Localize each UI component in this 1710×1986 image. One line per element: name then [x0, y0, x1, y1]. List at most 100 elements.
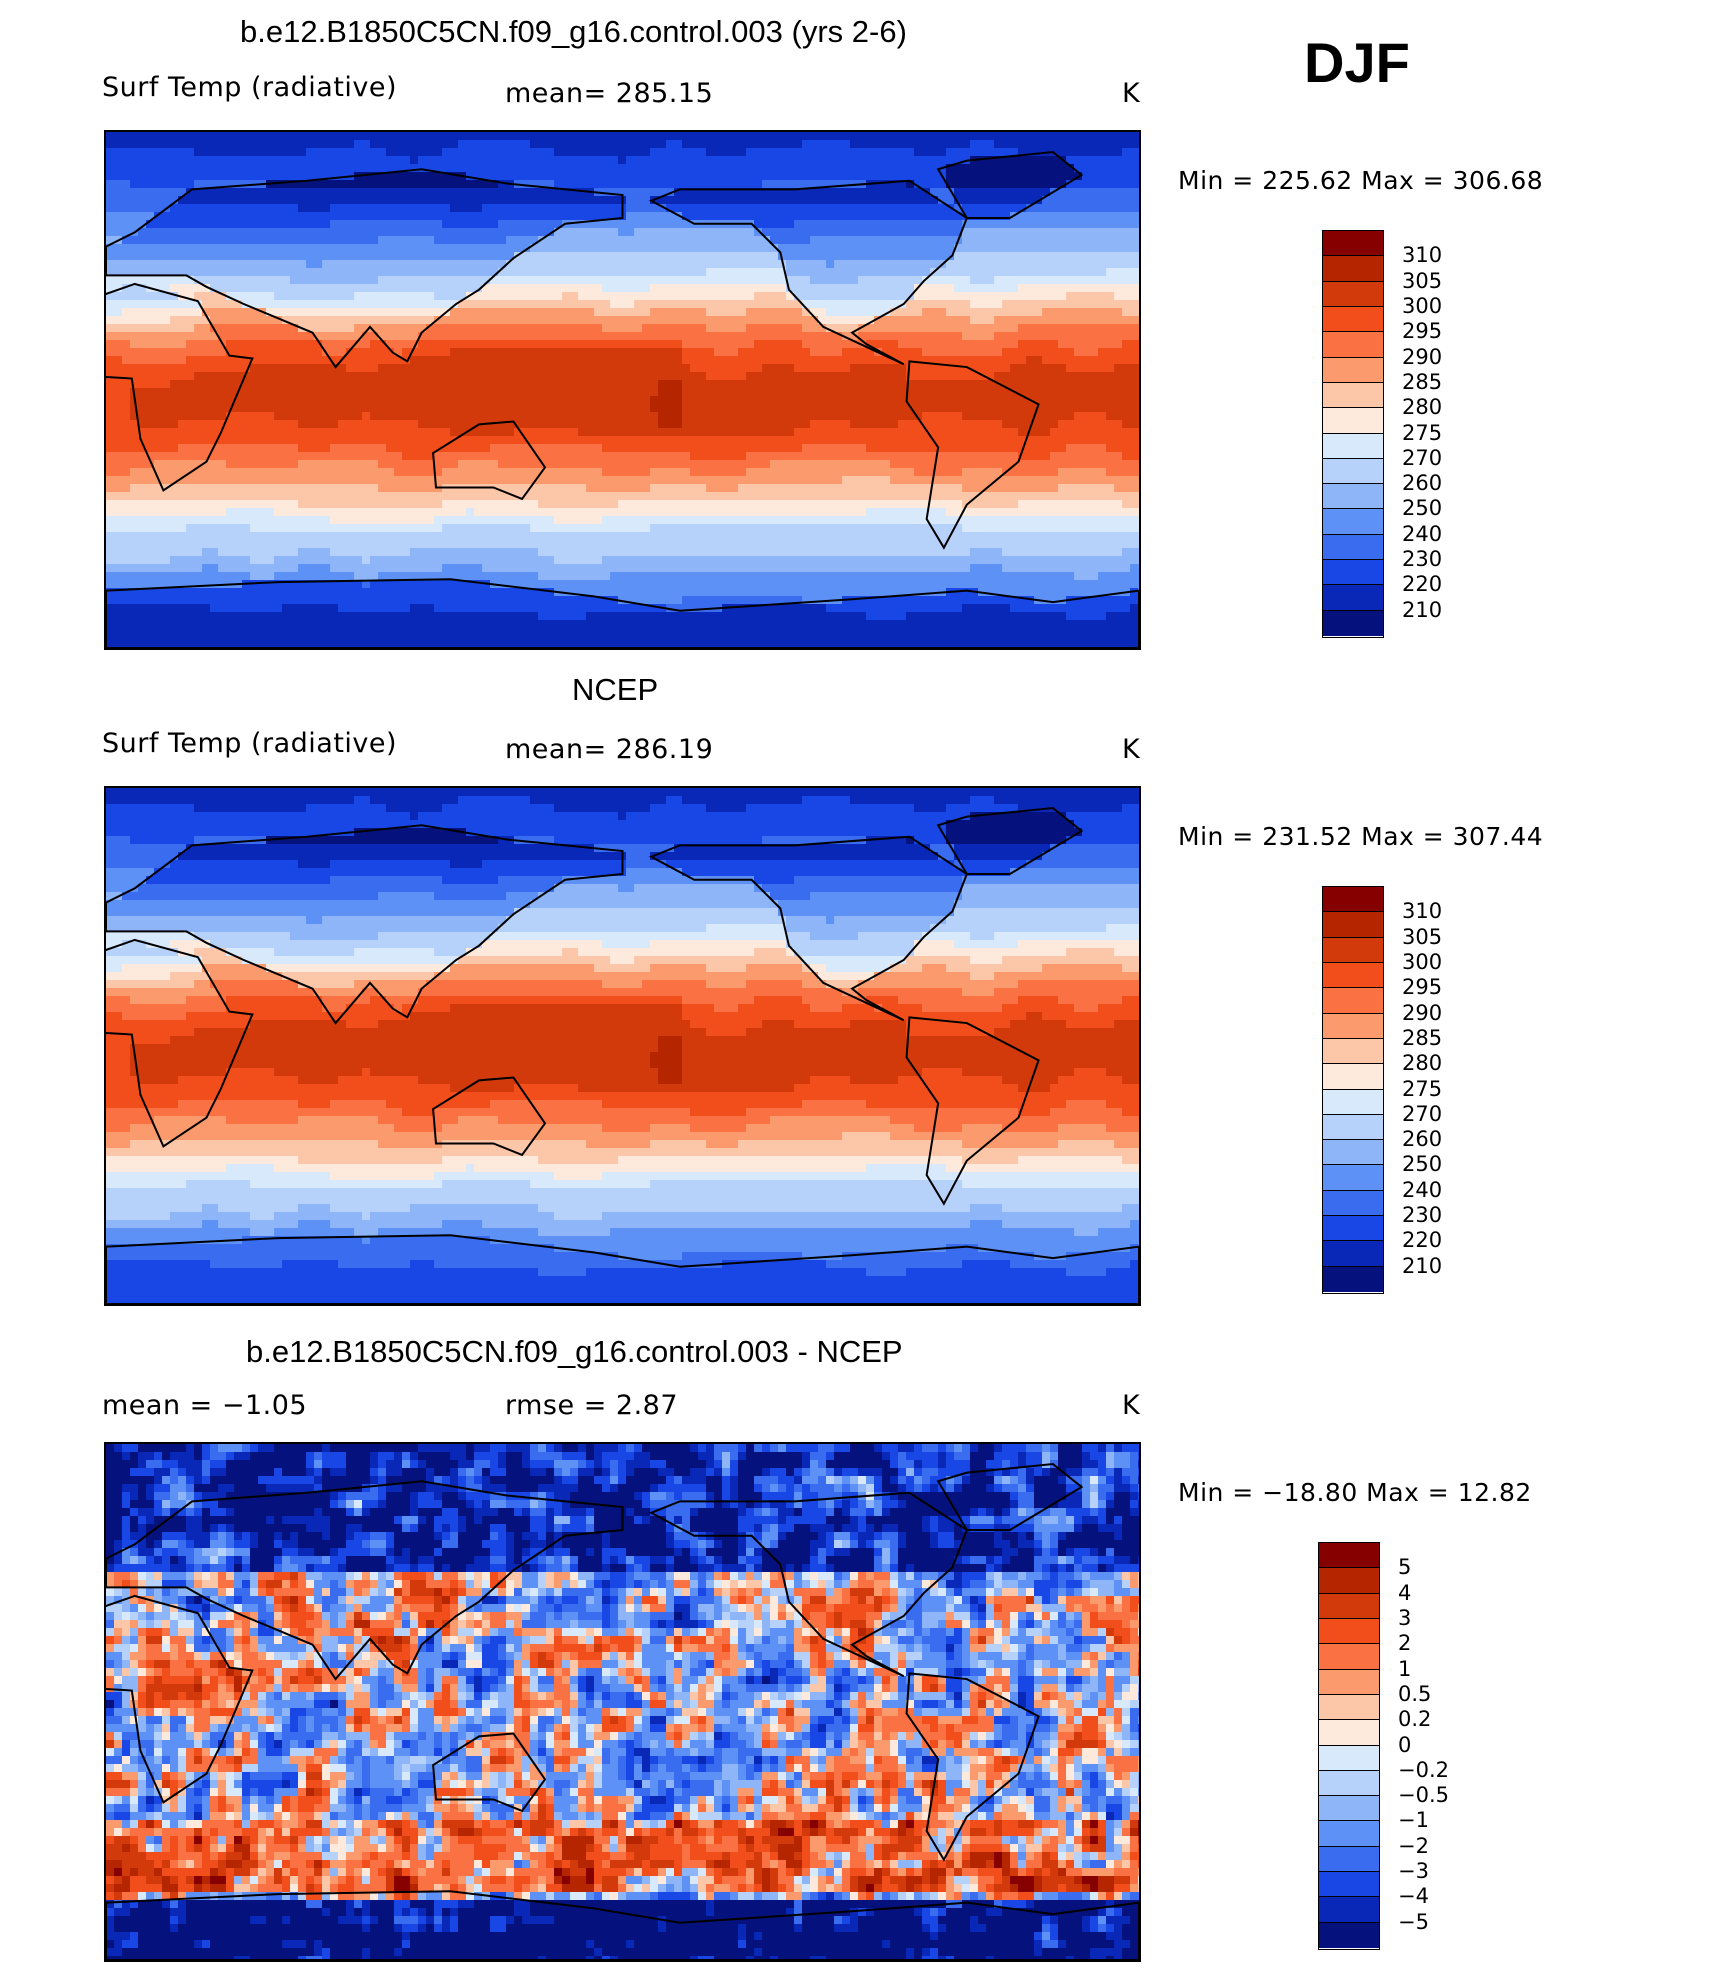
field-cell — [618, 260, 627, 269]
field-cell — [954, 204, 963, 213]
field-cell — [458, 140, 467, 149]
field-cell — [570, 260, 579, 269]
field-cell — [434, 252, 443, 261]
field-cell — [634, 228, 643, 237]
field-cell — [1130, 172, 1139, 181]
field-cell — [802, 236, 811, 245]
field-cell — [426, 132, 435, 141]
field-cell — [946, 228, 955, 237]
field-cell — [842, 420, 851, 429]
field-cell — [562, 196, 571, 205]
field-cell — [314, 244, 323, 253]
field-cell — [202, 132, 211, 141]
field-cell — [386, 428, 395, 437]
field-cell — [154, 236, 163, 245]
field-cell — [1018, 356, 1027, 365]
field-cell — [330, 380, 339, 389]
field-cell — [418, 348, 427, 357]
field-cell — [570, 404, 579, 413]
field-cell — [874, 148, 883, 157]
field-cell — [994, 260, 1003, 269]
field-cell — [818, 140, 827, 149]
field-cell — [154, 156, 163, 165]
field-cell — [666, 156, 675, 165]
field-cell — [650, 188, 659, 197]
field-cell — [946, 300, 955, 309]
field-cell — [682, 228, 691, 237]
field-cell — [498, 132, 507, 141]
field-cell — [1042, 260, 1051, 269]
field-cell — [250, 412, 259, 421]
field-cell — [562, 404, 571, 413]
field-cell — [450, 188, 459, 197]
field-cell — [130, 364, 139, 373]
field-cell — [162, 220, 171, 229]
field-cell — [1042, 204, 1051, 213]
field-cell — [946, 148, 955, 157]
field-cell — [282, 284, 291, 293]
field-cell — [562, 252, 571, 261]
field-cell — [1098, 188, 1107, 197]
field-cell — [226, 148, 235, 157]
field-cell — [450, 244, 459, 253]
field-cell — [1010, 172, 1019, 181]
field-cell — [426, 156, 435, 165]
field-cell — [386, 156, 395, 165]
field-cell — [170, 300, 179, 309]
field-cell — [146, 228, 155, 237]
field-cell — [786, 228, 795, 237]
field-cell — [354, 428, 363, 437]
field-cell — [634, 412, 643, 421]
field-cell — [1090, 196, 1099, 205]
field-cell — [290, 212, 299, 221]
field-cell — [162, 380, 171, 389]
field-cell — [1098, 340, 1107, 349]
field-cell — [762, 324, 771, 333]
field-cell — [194, 364, 203, 373]
field-cell — [890, 140, 899, 149]
field-cell — [418, 372, 427, 381]
field-cell — [130, 252, 139, 261]
field-cell — [370, 324, 379, 333]
field-cell — [1034, 340, 1043, 349]
field-cell — [826, 132, 835, 141]
field-cell — [330, 220, 339, 229]
field-cell — [338, 332, 347, 341]
field-cell — [226, 212, 235, 221]
field-cell — [250, 204, 259, 213]
field-cell — [778, 268, 787, 277]
field-cell — [882, 332, 891, 341]
field-cell — [506, 364, 515, 373]
field-cell — [634, 180, 643, 189]
field-cell — [754, 212, 763, 221]
field-cell — [178, 180, 187, 189]
field-cell — [514, 156, 523, 165]
field-cell — [1106, 292, 1115, 301]
field-cell — [738, 364, 747, 373]
field-cell — [538, 204, 547, 213]
field-cell — [770, 236, 779, 245]
field-cell — [714, 428, 723, 437]
field-cell — [354, 420, 363, 429]
field-cell — [1010, 164, 1019, 173]
field-cell — [146, 156, 155, 165]
field-cell — [882, 412, 891, 421]
field-cell — [890, 260, 899, 269]
field-cell — [682, 292, 691, 301]
field-cell — [930, 284, 939, 293]
field-cell — [338, 316, 347, 325]
field-cell — [714, 140, 723, 149]
field-cell — [586, 132, 595, 141]
field-cell — [434, 340, 443, 349]
field-cell — [1090, 132, 1099, 141]
field-cell — [786, 404, 795, 413]
field-cell — [858, 316, 867, 325]
field-cell — [786, 196, 795, 205]
field-cell — [138, 244, 147, 253]
field-cell — [554, 420, 563, 429]
field-cell — [314, 388, 323, 397]
field-cell — [642, 172, 651, 181]
field-cell — [946, 412, 955, 421]
field-cell — [770, 308, 779, 317]
field-cell — [858, 300, 867, 309]
